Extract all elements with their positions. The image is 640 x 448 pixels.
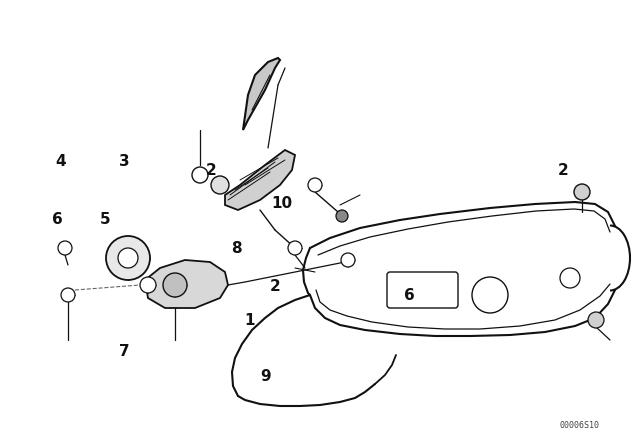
Circle shape	[288, 241, 302, 255]
Text: 4: 4	[56, 154, 66, 169]
Circle shape	[560, 268, 580, 288]
Text: 10: 10	[271, 196, 292, 211]
Polygon shape	[243, 58, 280, 130]
Circle shape	[106, 236, 150, 280]
Circle shape	[588, 312, 604, 328]
Circle shape	[574, 184, 590, 200]
Text: 6: 6	[52, 212, 63, 227]
Circle shape	[140, 277, 156, 293]
Circle shape	[58, 241, 72, 255]
Text: 9: 9	[260, 369, 271, 384]
Text: 00006S10: 00006S10	[560, 421, 600, 430]
Text: 2: 2	[206, 163, 216, 178]
Text: 3: 3	[120, 154, 130, 169]
FancyBboxPatch shape	[387, 272, 458, 308]
Polygon shape	[145, 260, 228, 308]
Circle shape	[61, 288, 75, 302]
Text: 8: 8	[232, 241, 242, 256]
Text: 1: 1	[244, 313, 255, 328]
Circle shape	[211, 176, 229, 194]
Circle shape	[118, 248, 138, 268]
Text: 6: 6	[404, 288, 415, 303]
Circle shape	[472, 277, 508, 313]
Text: 7: 7	[120, 344, 130, 359]
Circle shape	[192, 167, 208, 183]
Text: 2: 2	[270, 279, 280, 294]
Circle shape	[308, 178, 322, 192]
Circle shape	[341, 253, 355, 267]
Circle shape	[336, 210, 348, 222]
Circle shape	[163, 273, 187, 297]
Polygon shape	[225, 150, 295, 210]
Text: 2: 2	[558, 163, 568, 178]
Text: 5: 5	[100, 212, 111, 227]
